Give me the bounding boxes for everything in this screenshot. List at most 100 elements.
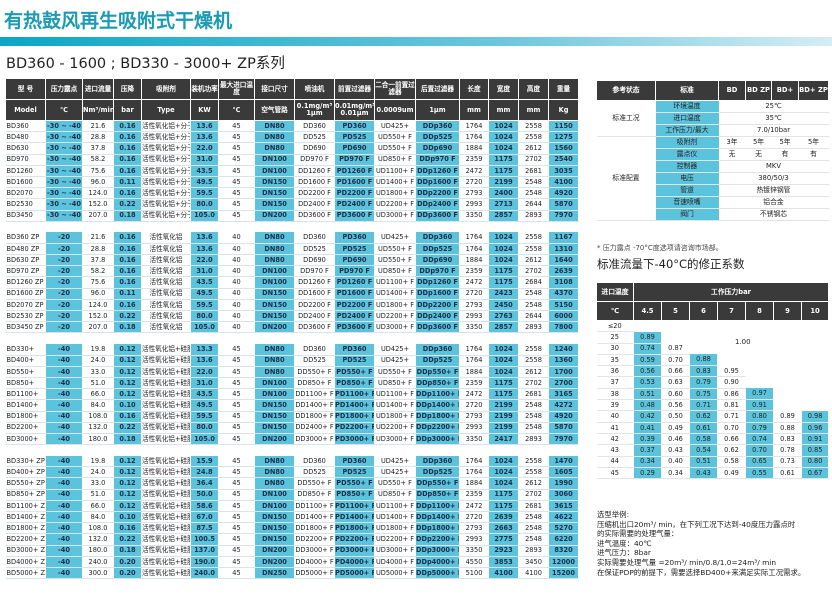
table-cell: 活性氧化铝 — [141, 321, 191, 334]
table-cell: BD2200+ ZP — [5, 533, 46, 546]
table-cell: DD5000+ F — [294, 567, 335, 580]
table-cell: -40 — [45, 355, 83, 367]
column-header: 后置过滤器 — [415, 78, 460, 100]
table-cell: DN80 — [254, 466, 295, 479]
table-cell: 45 — [218, 466, 255, 479]
table-cell: 2359 — [459, 489, 489, 501]
table-cell: 1024 — [488, 142, 519, 155]
reference-conditions-table: 参考状态 标准 BD BD ZP BD+ BD+ ZP 标准工况 环境温度 25℃ 进口温度 35℃… — [596, 80, 829, 221]
temperature-cell: ≤20 — [596, 320, 634, 333]
row-label: 音速喷嘴 — [655, 196, 719, 209]
table-cell: 4920 — [548, 411, 579, 423]
table-cell: 33.0 — [82, 477, 114, 490]
table-cell: BD2070 ZP — [5, 299, 46, 312]
table-cell: UD425+ — [374, 343, 416, 356]
table-cell: 2558 — [518, 355, 549, 367]
table-cell: UD1100+ F — [374, 500, 416, 513]
table-cell: 2793 — [459, 187, 489, 200]
table-cell: DN80 — [254, 343, 295, 356]
table-row: BD1100+ -40 66.0 0.12 活性氧化铝+硅胶 43.5 45 DN100 DD1… — [5, 388, 579, 401]
table-cell: 45 — [218, 343, 255, 356]
table-cell: DD360 — [294, 455, 335, 468]
column-header: 吸附剂 — [141, 78, 191, 100]
table-cell: DN80 — [254, 355, 295, 367]
table-cell: PD850+ F — [334, 489, 375, 501]
table-cell: BD3000+ ZP — [5, 545, 46, 557]
table-cell: 1764 — [459, 232, 489, 244]
row-value: 380/50/3 — [718, 172, 829, 185]
temperature-cell: 35 — [596, 354, 634, 367]
factor-cell: 0.66 — [717, 433, 746, 446]
table-cell: 活性氧化铝 — [141, 310, 191, 323]
row-value: 3年 — [718, 136, 746, 149]
table-row: 进口温度 35℃ — [597, 112, 829, 125]
factor-cell: 0.49 — [717, 467, 746, 480]
factor-cell: 0.88 — [689, 354, 718, 367]
table-row: 41 0.41 0.49 0.61 0.70 0.79 0.88 0.96 — [596, 422, 830, 434]
table-cell: PD360 — [334, 343, 375, 356]
table-cell: 1175 — [488, 388, 519, 401]
table-cell: 40 — [218, 276, 255, 289]
row-value: 有 — [771, 148, 799, 161]
table-cell: UD3000+ F — [374, 210, 416, 222]
table-cell: 1884 — [459, 254, 489, 267]
table-cell: PD4000+ F — [334, 556, 375, 568]
table-cell: 22.0 — [190, 366, 219, 378]
table-cell: -40 — [45, 500, 83, 513]
table-cell: 1764 — [459, 131, 489, 144]
table-cell: DDp1260 F — [415, 165, 460, 177]
table-cell: 2700 — [548, 377, 579, 390]
table-cell: 2639 — [488, 511, 519, 524]
temperature-cell: 44 — [596, 456, 634, 468]
table-cell: 0.12 — [113, 377, 142, 390]
factor-cell: 0.75 — [689, 388, 718, 401]
table-cell: DN150 — [254, 187, 295, 200]
column-header: mm — [459, 99, 489, 121]
empty-cell — [801, 343, 830, 355]
table-cell: DDp690 — [415, 254, 460, 267]
table-cell: PD1400+ F — [334, 399, 375, 412]
table-cell: 12000 — [548, 556, 579, 568]
table-cell: DN150 — [254, 522, 295, 535]
table-row: 露点仪无无有有 — [597, 148, 829, 161]
empty-cell — [633, 320, 662, 332]
table-cell: 2702 — [518, 489, 549, 501]
footnote: * 压力露点 -70°C度选项请咨询市场部。 — [597, 244, 723, 252]
temperature-cell: 30 — [596, 343, 634, 355]
table-cell: 3350 — [459, 433, 489, 446]
factor-cell: 0.88 — [773, 422, 802, 434]
row-label: 环境温度 — [655, 100, 719, 113]
table-cell: 活性氧化铝+硅胶 — [141, 366, 191, 378]
table-cell: DD3600 F — [294, 210, 335, 222]
table-row: BD1260-30 ~ -4075.60.16活性氧化铝+分子筛43.545DN… — [5, 165, 579, 177]
table-cell: 45 — [218, 533, 255, 546]
table-cell: 活性氧化铝+硅胶 — [141, 567, 191, 580]
table-row: 标准配置 吸附剂 3年 5年 5年 5年 — [596, 136, 829, 221]
table-cell: 132.0 — [82, 533, 114, 546]
table-cell: BD2530 ZP — [5, 310, 46, 323]
table-cell: 0.20 — [113, 556, 142, 568]
table-cell: -40 — [45, 455, 83, 468]
table-cell: 2548 — [518, 176, 549, 189]
table-cell: 2423 — [488, 288, 519, 300]
table-cell: 1024 — [488, 232, 519, 244]
table-cell: 45 — [218, 198, 255, 211]
table-row: BD1100+ ZP -40 66.0 0.12 活性氧化铝+硅胶 58.6 45 DN100… — [5, 500, 579, 513]
column-header: ℃ — [596, 301, 634, 321]
row-label: 电压 — [655, 172, 719, 185]
table-cell: 1990 — [548, 477, 579, 490]
empty-cell — [661, 331, 690, 344]
column-header: Kg — [548, 99, 579, 121]
table-cell: PD690 — [334, 254, 375, 267]
table-cell: 45 — [218, 567, 255, 580]
table-cell: BD630 — [5, 142, 46, 155]
table-cell: DDp4000+ F — [415, 556, 460, 568]
column-header: 高度 — [518, 78, 549, 100]
table-cell: DDp970 F — [415, 265, 460, 278]
table-cell: DDp1600 F — [415, 176, 460, 189]
table-cell: 2558 — [518, 131, 549, 144]
column-header: ℃ — [218, 99, 255, 121]
pressure-header: 9 — [773, 301, 802, 321]
table-cell: 活性氧化铝 — [141, 288, 191, 300]
table-cell: DN100 — [254, 265, 295, 278]
